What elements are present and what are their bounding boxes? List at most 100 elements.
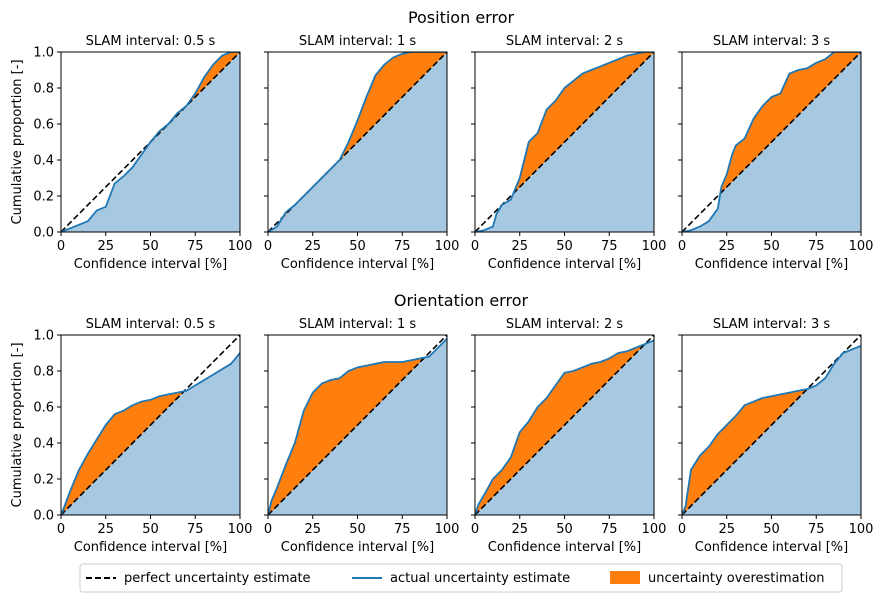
perfect-estimate-line bbox=[268, 52, 447, 232]
x-tick-label: 50 bbox=[349, 522, 366, 537]
legend-overestimation-swatch bbox=[610, 571, 640, 584]
actual-estimate-line bbox=[682, 344, 861, 515]
perfect-estimate-line bbox=[475, 52, 654, 232]
x-tick-label: 75 bbox=[187, 522, 204, 537]
area-under-curve bbox=[682, 345, 861, 515]
actual-estimate-line bbox=[682, 52, 861, 232]
perfect-estimate-line bbox=[475, 335, 654, 515]
x-tick-label: 25 bbox=[304, 239, 321, 254]
row-title-orientation: Orientation error bbox=[394, 291, 529, 310]
subplot-title: SLAM interval: 3 s bbox=[713, 34, 831, 49]
x-axis-label: Confidence interval [%] bbox=[74, 540, 227, 555]
y-tick-label: 0.6 bbox=[33, 118, 54, 133]
plot-area bbox=[682, 52, 861, 232]
y-axis-label-bottom: Cumulative proportion [-] bbox=[10, 342, 25, 507]
x-tick-label: 100 bbox=[435, 239, 460, 254]
x-axis-label: Confidence interval [%] bbox=[488, 257, 641, 272]
actual-estimate-line bbox=[268, 337, 447, 515]
y-tick-label: 0.0 bbox=[33, 509, 54, 524]
y-tick-label: 1.0 bbox=[33, 46, 54, 61]
x-tick-label: 25 bbox=[304, 522, 321, 537]
subplot: SLAM interval: 0.5 s 0 25 50 75 100Confidence… bbox=[33, 317, 252, 555]
x-axis-label: Confidence interval [%] bbox=[695, 257, 848, 272]
x-tick-label: 0 bbox=[264, 522, 272, 537]
x-tick-label: 75 bbox=[601, 522, 618, 537]
x-tick-label: 0 bbox=[471, 239, 479, 254]
x-tick-label: 25 bbox=[511, 239, 528, 254]
x-axis-label: Confidence interval [%] bbox=[488, 540, 641, 555]
x-tick-label: 25 bbox=[718, 239, 735, 254]
subplot-title: SLAM interval: 0.5 s bbox=[86, 317, 216, 332]
legend: perfect uncertainty estimate actual unce… bbox=[79, 563, 843, 593]
plot-area bbox=[61, 335, 240, 515]
subplot-title: SLAM interval: 0.5 s bbox=[86, 34, 216, 49]
actual-estimate-line bbox=[475, 339, 654, 515]
x-tick-label: 50 bbox=[349, 239, 366, 254]
x-tick-label: 75 bbox=[601, 239, 618, 254]
subplot-title: SLAM interval: 2 s bbox=[506, 317, 624, 332]
x-tick-label: 0 bbox=[57, 239, 65, 254]
x-tick-label: 0 bbox=[678, 522, 686, 537]
plot-area bbox=[682, 335, 861, 515]
legend-perfect-label: perfect uncertainty estimate bbox=[124, 571, 311, 586]
y-tick-label: 0.4 bbox=[33, 437, 54, 452]
y-tick-label: 0.0 bbox=[33, 226, 54, 241]
x-axis-label: Confidence interval [%] bbox=[281, 540, 434, 555]
x-tick-label: 50 bbox=[556, 522, 573, 537]
subplot-title: SLAM interval: 1 s bbox=[299, 317, 417, 332]
area-under-curve bbox=[268, 338, 447, 515]
legend-overestimation-label: uncertainty overestimation bbox=[648, 571, 825, 586]
x-tick-label: 0 bbox=[678, 239, 686, 254]
x-tick-label: 50 bbox=[142, 239, 159, 254]
y-tick-label: 0.4 bbox=[33, 154, 54, 169]
x-tick-label: 0 bbox=[471, 522, 479, 537]
y-tick-label: 0.8 bbox=[33, 365, 54, 380]
x-tick-label: 50 bbox=[763, 522, 780, 537]
x-tick-label: 75 bbox=[808, 522, 825, 537]
area-under-curve bbox=[61, 353, 240, 515]
plot-area bbox=[268, 335, 447, 515]
legend-frame bbox=[79, 563, 843, 593]
actual-estimate-line bbox=[61, 52, 240, 232]
legend-actual-label: actual uncertainty estimate bbox=[390, 571, 570, 586]
perfect-estimate-line bbox=[682, 52, 861, 232]
x-tick-label: 25 bbox=[97, 239, 114, 254]
subplots: SLAM interval: 0.5 s0 25 50 75 100Confidence… bbox=[33, 34, 873, 555]
x-tick-label: 0 bbox=[57, 522, 65, 537]
x-tick-label: 75 bbox=[394, 522, 411, 537]
row-title-position: Position error bbox=[408, 8, 515, 27]
x-axis-label: Confidence interval [%] bbox=[281, 257, 434, 272]
x-tick-label: 50 bbox=[763, 239, 780, 254]
x-axis-label: Confidence interval [%] bbox=[695, 540, 848, 555]
area-under-curve bbox=[475, 340, 654, 515]
x-tick-label: 75 bbox=[808, 239, 825, 254]
y-tick-label: 0.6 bbox=[33, 401, 54, 416]
subplot: SLAM interval: 0.5 s 0 25 50 75 100Confidence… bbox=[33, 34, 252, 272]
x-tick-label: 0 bbox=[264, 239, 272, 254]
actual-estimate-line bbox=[61, 352, 240, 515]
x-tick-label: 100 bbox=[228, 239, 253, 254]
x-tick-label: 100 bbox=[642, 522, 667, 537]
actual-estimate-line bbox=[268, 52, 447, 232]
perfect-estimate-line bbox=[268, 335, 447, 515]
y-axis-label-top: Cumulative proportion [-] bbox=[10, 59, 25, 224]
x-tick-label: 75 bbox=[187, 239, 204, 254]
perfect-estimate-line bbox=[61, 335, 240, 515]
x-tick-label: 100 bbox=[435, 522, 460, 537]
x-tick-label: 25 bbox=[511, 522, 528, 537]
subplot-title: SLAM interval: 3 s bbox=[713, 317, 831, 332]
plot-area bbox=[475, 52, 654, 232]
x-tick-label: 75 bbox=[394, 239, 411, 254]
x-tick-label: 25 bbox=[97, 522, 114, 537]
subplot-title: SLAM interval: 2 s bbox=[506, 34, 624, 49]
x-tick-label: 50 bbox=[142, 522, 159, 537]
x-tick-label: 50 bbox=[556, 239, 573, 254]
y-tick-label: 0.2 bbox=[33, 190, 54, 205]
x-tick-label: 100 bbox=[849, 522, 874, 537]
plot-area bbox=[475, 335, 654, 515]
x-tick-label: 100 bbox=[228, 522, 253, 537]
